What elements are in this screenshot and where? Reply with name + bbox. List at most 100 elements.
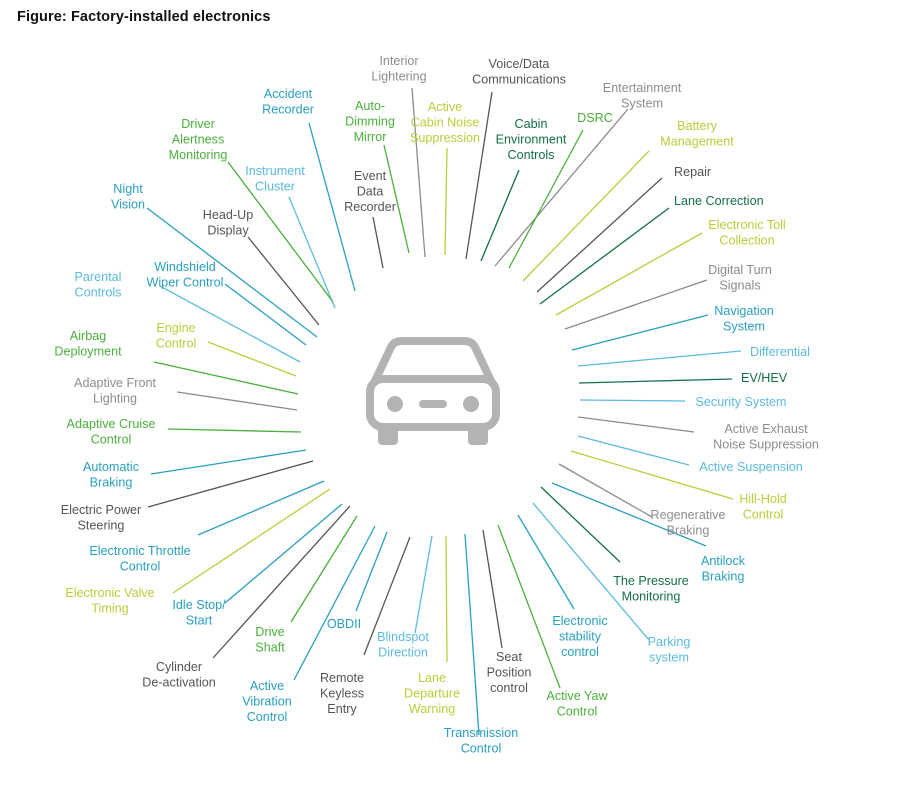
feature-label: Auto-Dimming Mirror (345, 99, 395, 144)
feature-label: Adaptive Front Lighting (74, 376, 156, 406)
car-left-headlight (387, 396, 403, 412)
feature-label: Airbag Deployment (54, 329, 122, 359)
connector-line (465, 91, 493, 260)
connector-line (577, 435, 690, 466)
connector-line (494, 108, 629, 267)
connector-line (372, 216, 384, 269)
connector-line (570, 450, 734, 500)
connector-line (445, 535, 448, 663)
feature-label: Active Yaw Control (546, 689, 608, 719)
connector-line (508, 129, 584, 269)
feature-label: Idle Stop/Start (172, 598, 226, 628)
connector-line (558, 463, 653, 518)
connector-line (147, 460, 314, 508)
connector-line (363, 536, 411, 656)
connector-line (532, 502, 650, 641)
car-right-wheel (468, 427, 488, 445)
connector-line (539, 207, 670, 305)
feature-label: Active Cabin Noise Suppression (410, 100, 480, 145)
connector-line (167, 428, 302, 433)
connector-line (293, 525, 376, 681)
connector-line (536, 177, 663, 293)
feature-label: Adaptive Cruise Control (67, 417, 156, 447)
feature-label: Lane Correction (674, 194, 764, 208)
connector-line (355, 531, 388, 612)
feature-label: Transmission Control (444, 726, 518, 756)
feature-label: Parking system (648, 635, 691, 665)
connector-line (414, 535, 433, 634)
feature-label: Cabin Environment Controls (496, 117, 567, 162)
connector-line (172, 488, 331, 594)
feature-label: Parental Controls (75, 270, 122, 300)
feature-label: Active Exhaust Noise Suppression (713, 422, 819, 452)
connector-line (207, 341, 297, 377)
connector-line (555, 232, 703, 316)
feature-label: Voice/Data Communications (472, 57, 566, 87)
connector-line (227, 161, 334, 303)
feature-label: Navigation System (714, 304, 774, 334)
feature-label: Lane Departure Warning (404, 671, 460, 716)
connector-line (224, 283, 307, 346)
car-left-wheel (378, 427, 398, 445)
connector-line (551, 482, 707, 547)
feature-label: Battery Management (660, 119, 734, 149)
feature-label: Event Data Recorder (344, 169, 396, 214)
feature-label: Drive Shaft (255, 625, 285, 655)
connector-line (579, 399, 686, 402)
feature-label: The Pressure Monitoring (613, 574, 689, 604)
connector-line (153, 361, 299, 395)
feature-label: Driver Alertness Monitoring (169, 117, 228, 162)
feature-label: Windshield Wiper Control (147, 260, 224, 290)
feature-label: Active Vibration Control (242, 679, 291, 724)
connector-line (383, 144, 410, 254)
feature-label: Electronic stability control (552, 614, 607, 659)
feature-label: Hill-Hold Control (739, 492, 787, 522)
feature-label: Head-Up Display (203, 208, 253, 238)
feature-label: Entertainment System (603, 81, 682, 111)
connector-line (212, 505, 351, 659)
connector-line (497, 524, 561, 689)
car-body (366, 375, 500, 431)
feature-label: Engine Control (156, 321, 197, 351)
feature-label: Active Suspension (699, 460, 803, 474)
connector-line (146, 207, 318, 338)
feature-label: Automatic Braking (83, 460, 139, 490)
feature-label: Regenerative Braking (651, 508, 726, 538)
connector-line (517, 514, 575, 610)
feature-label: DSRC (577, 111, 613, 125)
feature-label: Instrument Cluster (245, 164, 305, 194)
car-grille (419, 400, 447, 408)
feature-label: OBDII (327, 617, 361, 631)
connector-line (411, 87, 426, 258)
feature-label: Accident Recorder (262, 87, 314, 117)
connector-line (571, 314, 709, 351)
connector-line (444, 147, 448, 256)
feature-label: Electronic Throttle Control (89, 544, 190, 574)
connector-line (480, 169, 520, 262)
car-right-headlight (463, 396, 479, 412)
figure-title: Figure: Factory-installed electronics (17, 9, 271, 25)
feature-label: Seat Position control (487, 650, 532, 695)
feature-label: Electronic Valve Timing (65, 586, 154, 616)
feature-label: Differential (750, 345, 810, 359)
connector-line (308, 122, 356, 292)
car-roof-outline (371, 337, 495, 385)
car-icon (366, 337, 500, 445)
feature-label: Remote Keyless Entry (320, 671, 364, 716)
connector-line (577, 416, 695, 433)
feature-label: Night Vision (111, 182, 145, 212)
connector-line (150, 449, 307, 475)
feature-label: Interior Lightering (371, 54, 426, 84)
feature-label: Repair (674, 165, 711, 179)
connector-line (176, 391, 298, 411)
connector-line (522, 150, 650, 282)
connector-line (197, 480, 325, 536)
connector-line (578, 378, 733, 384)
feature-labels: Interior Lightering Voice/Data Communicatio… (54, 54, 818, 756)
feature-label: Electronic Toll Collection (708, 218, 785, 248)
feature-label: EV/HEV (741, 371, 788, 385)
connector-line (564, 279, 708, 330)
connector-line (540, 486, 621, 563)
connector-line (464, 533, 480, 736)
